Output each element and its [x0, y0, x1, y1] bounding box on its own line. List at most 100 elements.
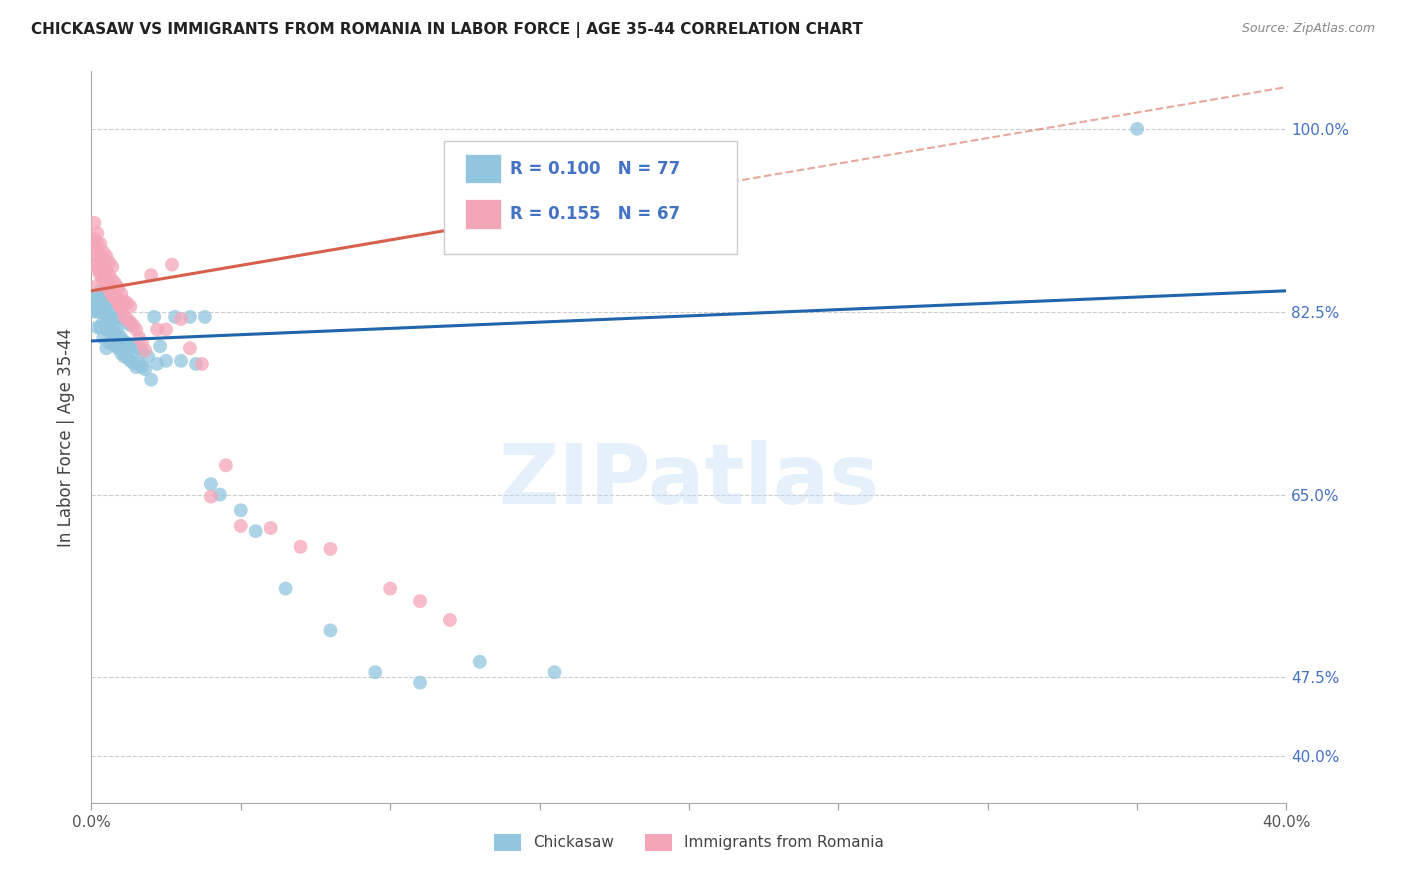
Point — [96, 249, 118, 263]
Point — [141, 373, 163, 387]
Bar — [465, 199, 502, 228]
Point — [107, 341, 129, 355]
Point — [200, 477, 222, 491]
Point — [1126, 121, 1149, 136]
FancyBboxPatch shape — [444, 141, 737, 254]
Point — [89, 249, 111, 263]
Point — [83, 289, 105, 303]
Point — [93, 270, 115, 285]
Point — [83, 294, 105, 309]
Point — [93, 331, 115, 345]
Point — [86, 247, 108, 261]
Point — [101, 301, 124, 316]
Point — [409, 594, 432, 608]
Point — [83, 242, 105, 256]
Point — [89, 320, 111, 334]
Point — [86, 300, 108, 314]
Point — [101, 284, 124, 298]
Point — [215, 458, 238, 473]
Point — [112, 334, 135, 349]
Point — [146, 322, 169, 336]
Point — [468, 655, 491, 669]
Point — [274, 582, 297, 596]
Point — [93, 245, 115, 260]
Point — [149, 339, 172, 353]
Text: R = 0.155   N = 67: R = 0.155 N = 67 — [509, 205, 679, 223]
Point — [134, 343, 156, 358]
Point — [112, 294, 135, 309]
Point — [96, 297, 118, 311]
Point — [179, 310, 201, 324]
Point — [83, 258, 105, 272]
Point — [86, 227, 108, 241]
Point — [110, 331, 132, 345]
Point — [160, 258, 183, 272]
Point — [86, 289, 108, 303]
Point — [107, 280, 129, 294]
Point — [120, 300, 142, 314]
Point — [104, 325, 127, 339]
Point — [131, 345, 153, 359]
Point — [155, 322, 177, 336]
Point — [89, 263, 111, 277]
Point — [98, 284, 121, 298]
Point — [110, 346, 132, 360]
Point — [122, 339, 145, 353]
Text: R = 0.100   N = 77: R = 0.100 N = 77 — [509, 160, 681, 178]
Point — [112, 310, 135, 324]
Point — [101, 289, 124, 303]
Point — [112, 350, 135, 364]
Point — [104, 297, 127, 311]
Point — [93, 273, 115, 287]
Bar — [465, 154, 502, 183]
Point — [89, 304, 111, 318]
Point — [319, 541, 342, 556]
Point — [380, 582, 402, 596]
Point — [98, 278, 121, 293]
Text: ZIPatlas: ZIPatlas — [499, 441, 879, 522]
Point — [104, 277, 127, 291]
Point — [170, 312, 193, 326]
Point — [89, 268, 111, 282]
Point — [122, 356, 145, 370]
Legend: Chickasaw, Immigrants from Romania: Chickasaw, Immigrants from Romania — [488, 828, 890, 857]
Point — [163, 310, 186, 324]
Point — [93, 315, 115, 329]
Point — [83, 304, 105, 318]
Point — [128, 331, 150, 345]
Point — [146, 357, 169, 371]
Point — [439, 613, 461, 627]
Point — [101, 326, 124, 340]
Point — [245, 524, 267, 538]
Point — [96, 322, 118, 336]
Point — [110, 301, 132, 316]
Point — [120, 318, 142, 333]
Point — [104, 289, 127, 303]
Point — [319, 624, 342, 638]
Point — [104, 312, 127, 326]
Point — [107, 297, 129, 311]
Point — [89, 284, 111, 298]
Point — [128, 341, 150, 355]
Point — [98, 268, 121, 282]
Point — [170, 353, 193, 368]
Point — [134, 362, 156, 376]
Point — [96, 273, 118, 287]
Point — [96, 278, 118, 293]
Point — [112, 315, 135, 329]
Point — [101, 312, 124, 326]
Point — [115, 296, 138, 310]
Y-axis label: In Labor Force | Age 35-44: In Labor Force | Age 35-44 — [58, 327, 76, 547]
Point — [141, 268, 163, 282]
Point — [98, 310, 121, 324]
Point — [179, 341, 201, 355]
Point — [110, 312, 132, 326]
Point — [107, 310, 129, 324]
Point — [120, 338, 142, 352]
Point — [136, 350, 159, 364]
Point — [89, 236, 111, 251]
Point — [83, 236, 105, 251]
Point — [96, 284, 118, 298]
Text: CHICKASAW VS IMMIGRANTS FROM ROMANIA IN LABOR FORCE | AGE 35-44 CORRELATION CHAR: CHICKASAW VS IMMIGRANTS FROM ROMANIA IN … — [31, 22, 863, 38]
Point — [101, 336, 124, 351]
